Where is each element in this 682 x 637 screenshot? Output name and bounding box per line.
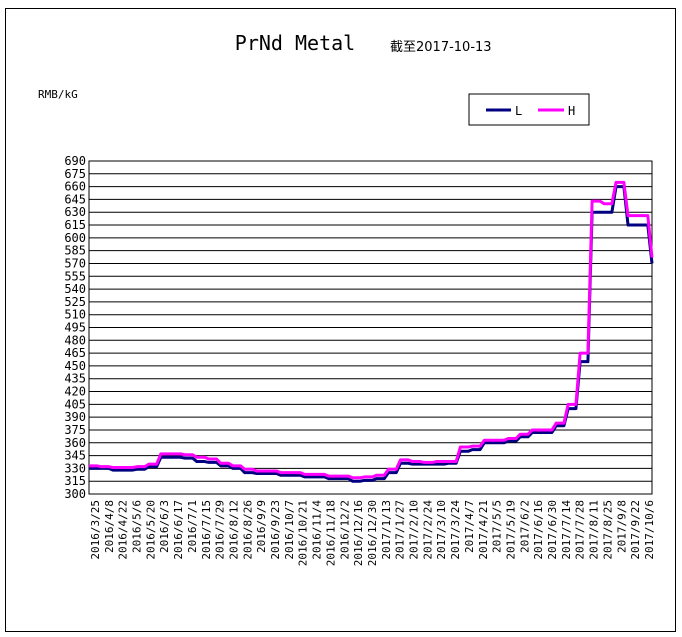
y-tick-label: 345 bbox=[64, 449, 86, 463]
y-tick-label: 525 bbox=[64, 295, 86, 309]
x-tick-label: 2016/6/17 bbox=[172, 500, 185, 560]
x-tick-label: 2017/10/6 bbox=[643, 500, 656, 560]
series-line-l bbox=[89, 185, 654, 483]
x-tick-label: 2016/4/22 bbox=[117, 500, 130, 560]
y-tick-label: 450 bbox=[64, 359, 86, 373]
y-tick-label: 585 bbox=[64, 244, 86, 258]
x-tick-label: 2017/1/13 bbox=[380, 500, 393, 560]
chart-subtitle: 截至2017-10-13 bbox=[390, 40, 492, 55]
x-tick-label: 2017/9/22 bbox=[629, 500, 642, 560]
y-tick-label: 570 bbox=[64, 256, 86, 270]
x-tick-label: 2016/11/18 bbox=[324, 500, 337, 566]
series-lines bbox=[89, 180, 654, 483]
legend-label-h: H bbox=[568, 104, 575, 118]
x-tick-label: 2016/7/1 bbox=[186, 500, 199, 553]
x-tick-label: 2016/9/9 bbox=[255, 500, 268, 553]
y-tick-label: 630 bbox=[64, 205, 86, 219]
x-tick-label: 2017/8/25 bbox=[601, 500, 614, 560]
x-tick-label: 2017/6/2 bbox=[518, 500, 531, 553]
x-tick-label: 2017/3/10 bbox=[435, 500, 448, 560]
y-tick-label: 615 bbox=[64, 218, 86, 232]
x-tick-label: 2017/5/5 bbox=[491, 500, 504, 553]
legend-label-l: L bbox=[515, 104, 522, 118]
y-tick-label: 510 bbox=[64, 308, 86, 322]
legend: L H bbox=[468, 93, 590, 126]
x-tick-label: 2016/7/15 bbox=[200, 500, 213, 560]
x-tick-label: 2017/4/21 bbox=[477, 500, 490, 560]
x-tick-label: 2016/10/7 bbox=[283, 500, 296, 560]
x-tick-label: 2016/8/26 bbox=[241, 500, 254, 560]
y-tick-label: 435 bbox=[64, 372, 86, 386]
y-tick-label: 480 bbox=[64, 333, 86, 347]
y-tick-label: 540 bbox=[64, 282, 86, 296]
y-tick-label: 390 bbox=[64, 410, 86, 424]
x-tick-label: 2017/4/7 bbox=[463, 500, 476, 553]
y-tick-label: 375 bbox=[64, 423, 86, 437]
plot-area bbox=[88, 160, 653, 495]
y-tick-label: 660 bbox=[64, 180, 86, 194]
x-tick-label: 2016/7/29 bbox=[214, 500, 227, 560]
x-tick-label: 2017/3/24 bbox=[449, 500, 462, 560]
y-tick-label: 360 bbox=[64, 436, 86, 450]
x-tick-label: 2017/6/16 bbox=[532, 500, 545, 560]
x-tick-label: 2017/2/10 bbox=[408, 500, 421, 560]
y-tick-label: 600 bbox=[64, 231, 86, 245]
grid-lines bbox=[89, 173, 652, 482]
y-tick-label: 300 bbox=[64, 487, 86, 501]
y-tick-label: 645 bbox=[64, 192, 86, 206]
x-tick-label: 2017/9/8 bbox=[615, 500, 628, 553]
x-tick-label: 2016/10/21 bbox=[297, 500, 310, 566]
x-tick-label: 2016/5/6 bbox=[131, 500, 144, 553]
x-tick-label: 2017/5/19 bbox=[504, 500, 517, 560]
x-tick-label: 2017/8/11 bbox=[588, 500, 601, 560]
y-axis-ticks: 3003153303453603753904054204354504654804… bbox=[64, 154, 86, 501]
x-tick-label: 2016/3/25 bbox=[89, 500, 102, 560]
x-tick-label: 2016/5/20 bbox=[144, 500, 157, 560]
y-tick-label: 555 bbox=[64, 269, 86, 283]
y-tick-label: 495 bbox=[64, 321, 86, 335]
x-tick-label: 2016/8/12 bbox=[227, 500, 240, 560]
y-axis-unit-label: RMB/kG bbox=[38, 88, 78, 101]
y-tick-label: 675 bbox=[64, 167, 86, 181]
y-tick-label: 315 bbox=[64, 474, 86, 488]
y-tick-label: 465 bbox=[64, 346, 86, 360]
x-tick-label: 2016/12/16 bbox=[352, 500, 365, 566]
x-axis-ticks: 2016/3/25 2016/4/8 2016/4/22 2016/5/6 2016/5… bbox=[89, 500, 656, 567]
x-tick-label: 2016/9/23 bbox=[269, 500, 282, 560]
series-line-h bbox=[89, 180, 654, 480]
x-tick-label: 2016/11/4 bbox=[311, 500, 324, 560]
x-tick-label: 2017/6/30 bbox=[546, 500, 559, 560]
x-tick-label: 2017/7/14 bbox=[560, 500, 573, 560]
x-tick-label: 2016/12/2 bbox=[338, 500, 351, 560]
y-tick-label: 420 bbox=[64, 385, 86, 399]
chart-title: PrNd Metal bbox=[235, 31, 355, 55]
y-tick-label: 690 bbox=[64, 154, 86, 168]
x-tick-label: 2016/6/3 bbox=[158, 500, 171, 553]
y-tick-label: 330 bbox=[64, 461, 86, 475]
x-tick-label: 2017/1/27 bbox=[394, 500, 407, 560]
x-tick-label: 2017/7/28 bbox=[574, 500, 587, 560]
x-tick-label: 2017/2/24 bbox=[421, 500, 434, 560]
y-tick-label: 405 bbox=[64, 397, 86, 411]
x-tick-label: 2016/4/8 bbox=[103, 500, 116, 553]
x-tick-label: 2016/12/30 bbox=[366, 500, 379, 566]
